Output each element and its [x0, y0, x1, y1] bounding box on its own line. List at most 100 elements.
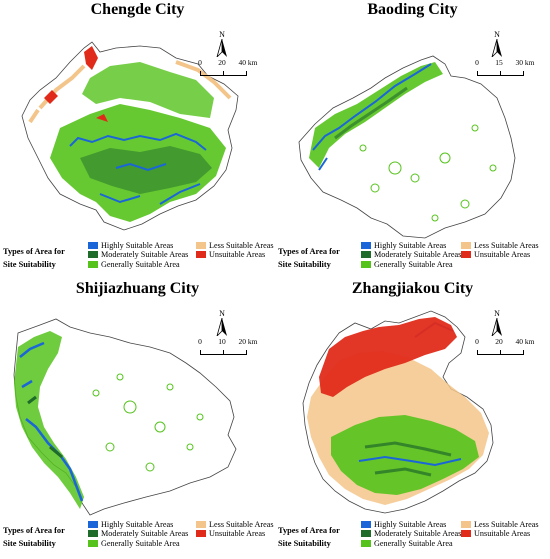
- generally-suitable-zone: [309, 62, 443, 168]
- north-arrow-icon: [491, 318, 502, 336]
- legend-item-moderately-suitable: Moderately Suitable Areas: [88, 250, 188, 260]
- legend-swatch: [196, 242, 206, 249]
- legend-item-highly-suitable: Highly Suitable Areas: [361, 520, 446, 530]
- legend-item-moderately-suitable: Moderately Suitable Areas: [361, 529, 461, 539]
- suitability-map: [275, 297, 550, 519]
- legend-swatch: [461, 242, 471, 249]
- north-arrow-icon: [216, 39, 227, 57]
- legend-swatch: [88, 261, 98, 268]
- legend-item-unsuitable: Unsuitable Areas: [461, 529, 530, 539]
- scale-tick: 15: [495, 58, 503, 67]
- legend-item-less-suitable: Less Suitable Areas: [461, 241, 539, 251]
- legend-item-generally-suitable: Generally Suitable Area: [361, 260, 453, 270]
- scattered-suitable-patches: [92, 373, 204, 472]
- map-panel-baoding: Baoding City N 0 15 30 km Types of Area …: [275, 0, 550, 279]
- suitability-map: [275, 18, 550, 240]
- map-panel-shijiazhuang: Shijiazhuang City N 0 10 20 km Types of …: [0, 279, 275, 558]
- legend-swatch: [461, 521, 471, 528]
- scale-bar: 0 20 40 km: [198, 58, 260, 80]
- scale-tick: 30 km: [515, 58, 535, 67]
- legend-swatch: [361, 521, 371, 528]
- legend-item-less-suitable: Less Suitable Areas: [461, 520, 539, 530]
- legend: Types of Area for Site Suitability Highl…: [0, 517, 275, 557]
- legend-title: Types of Area for: [3, 247, 65, 256]
- moderately-suitable-zone: [334, 86, 408, 140]
- scale-tick: 0: [198, 337, 202, 346]
- generally-suitable-zone: [331, 415, 479, 495]
- suitability-map: [0, 18, 275, 240]
- legend-swatch: [196, 530, 206, 537]
- north-arrow: N: [215, 309, 229, 339]
- legend-item-moderately-suitable: Moderately Suitable Areas: [361, 250, 461, 260]
- legend-swatch: [88, 540, 98, 547]
- legend-swatch: [361, 251, 371, 258]
- legend-item-less-suitable: Less Suitable Areas: [196, 241, 274, 251]
- legend-swatch: [88, 242, 98, 249]
- legend-swatch: [196, 521, 206, 528]
- moderately-suitable-zone: [27, 395, 63, 459]
- legend-swatch: [461, 251, 471, 258]
- legend-item-generally-suitable: Generally Suitable Area: [88, 260, 180, 270]
- map-panel-chengde: Chengde City N 0 20 40 km Types of Area …: [0, 0, 275, 279]
- legend-item-highly-suitable: Highly Suitable Areas: [88, 520, 173, 530]
- legend-item-generally-suitable: Generally Suitable Area: [88, 539, 180, 549]
- highly-suitable-zone: [69, 132, 207, 205]
- panel-title: Shijiazhuang City: [75, 280, 200, 297]
- legend-item-unsuitable: Unsuitable Areas: [196, 529, 265, 539]
- legend-swatch: [88, 251, 98, 258]
- suitability-map: [0, 297, 275, 519]
- legend-swatch: [361, 261, 371, 268]
- legend-title: Site Suitability: [278, 539, 331, 548]
- legend-title: Site Suitability: [3, 539, 56, 548]
- legend: Types of Area for Site Suitability Highl…: [0, 238, 275, 278]
- scale-tick: 40 km: [515, 337, 535, 346]
- legend-item-generally-suitable: Generally Suitable Area: [361, 539, 453, 549]
- legend-title: Site Suitability: [278, 260, 331, 269]
- scale-tick: 10: [218, 337, 226, 346]
- scale-tick: 0: [475, 337, 479, 346]
- panel-title: Zhangjiakou City: [351, 280, 474, 297]
- unsuitable-zone: [44, 46, 108, 122]
- scale-tick: 40 km: [238, 58, 258, 67]
- legend-item-unsuitable: Unsuitable Areas: [196, 250, 265, 260]
- map-svg: [302, 310, 494, 514]
- legend-title: Types of Area for: [3, 526, 65, 535]
- north-arrow: N: [215, 30, 229, 60]
- legend-swatch: [88, 521, 98, 528]
- legend-swatch: [361, 242, 371, 249]
- map-panel-zhangjiakou: Zhangjiakou City N 0 20 40 km Types of A…: [275, 279, 550, 558]
- scale-tick: 20: [495, 337, 503, 346]
- legend-title: Types of Area for: [278, 247, 340, 256]
- north-arrow: N: [490, 309, 504, 339]
- north-arrow-icon: [216, 318, 227, 336]
- scale-tick: 20 km: [238, 337, 258, 346]
- legend-item-less-suitable: Less Suitable Areas: [196, 520, 274, 530]
- north-arrow: N: [490, 30, 504, 60]
- legend-swatch: [361, 530, 371, 537]
- scale-bar: 0 10 20 km: [198, 337, 260, 359]
- north-arrow-icon: [491, 39, 502, 57]
- scattered-suitable-patches: [359, 124, 497, 222]
- legend-item-highly-suitable: Highly Suitable Areas: [88, 241, 173, 251]
- legend-title: Types of Area for: [278, 526, 340, 535]
- legend-item-moderately-suitable: Moderately Suitable Areas: [88, 529, 188, 539]
- map-svg: [21, 41, 239, 231]
- legend-title: Site Suitability: [3, 260, 56, 269]
- legend-swatch: [461, 530, 471, 537]
- moderately-suitable-zone: [364, 441, 452, 477]
- unsuitable-zone: [319, 317, 457, 397]
- scale-tick: 20: [218, 58, 226, 67]
- panel-title: Chengde City: [90, 1, 185, 18]
- legend-item-highly-suitable: Highly Suitable Areas: [361, 241, 446, 251]
- legend-swatch: [361, 540, 371, 547]
- legend: Types of Area for Site Suitability Highl…: [275, 517, 550, 557]
- highly-suitable-zone: [312, 63, 432, 171]
- legend-item-unsuitable: Unsuitable Areas: [461, 250, 530, 260]
- city-boundary: [298, 55, 516, 239]
- generally-suitable-zone-north: [82, 62, 214, 118]
- map-svg: [13, 318, 237, 516]
- scale-tick: 0: [475, 58, 479, 67]
- scale-bar: 0 15 30 km: [475, 58, 537, 80]
- scale-bar: 0 20 40 km: [475, 337, 537, 359]
- map-svg: [298, 55, 516, 239]
